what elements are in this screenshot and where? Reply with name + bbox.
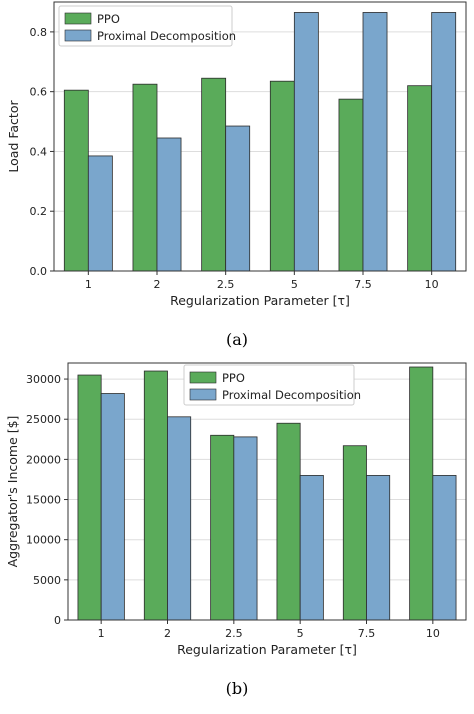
x-axis-label: Regularization Parameter [τ] — [177, 642, 357, 657]
x-axis-label: Regularization Parameter [τ] — [170, 293, 350, 308]
bar-proximal — [156, 137, 182, 272]
legend-swatch-ppo — [64, 12, 92, 25]
bar-ppo — [77, 374, 102, 621]
legend-swatch-ppo — [189, 371, 217, 384]
plot-frame — [53, 1, 467, 272]
y-tick-label: 0.8 — [30, 26, 48, 39]
y-tick-label: 15000 — [26, 494, 61, 507]
bar-ppo — [210, 434, 235, 621]
x-tick-label: 5 — [291, 278, 298, 291]
legend-label-proximal: Proximal Decomposition — [97, 29, 236, 43]
x-tick-label: 2.5 — [225, 627, 243, 640]
plot-frame — [67, 362, 467, 621]
legend-label-proximal: Proximal Decomposition — [222, 388, 361, 402]
y-tick-label: 25000 — [26, 413, 61, 426]
legend-box — [183, 364, 355, 406]
legend-label-ppo: PPO — [97, 12, 120, 26]
plot-area — [54, 2, 466, 271]
bar-ppo — [201, 77, 227, 272]
bar-proximal — [299, 475, 324, 621]
x-tick-label: 2.5 — [217, 278, 235, 291]
y-tick-label: 0 — [54, 614, 61, 627]
legend-label-ppo: PPO — [222, 371, 245, 385]
bar-ppo — [409, 366, 434, 621]
bar-proximal — [167, 416, 192, 621]
y-tick-label: 0.2 — [30, 205, 48, 218]
bar-proximal — [225, 125, 251, 272]
plot-area — [68, 363, 466, 620]
bar-proximal — [233, 436, 258, 621]
y-tick-label: 30000 — [26, 373, 61, 386]
bar-ppo — [342, 445, 367, 621]
bar-proximal — [87, 155, 113, 272]
bar-proximal — [293, 12, 319, 272]
legend-box — [58, 5, 233, 47]
x-tick-label: 1 — [98, 627, 105, 640]
bar-proximal — [362, 12, 388, 272]
bar-ppo — [132, 83, 158, 272]
y-axis-label: Aggregator's Income [$] — [5, 416, 20, 568]
y-tick-label: 20000 — [26, 453, 61, 466]
caption-a: (a) — [225, 330, 249, 349]
bar-ppo — [276, 422, 301, 621]
x-tick-label: 7.5 — [358, 627, 376, 640]
y-tick-label: 0.6 — [30, 86, 48, 99]
x-tick-label: 10 — [425, 278, 439, 291]
bar-ppo — [338, 98, 364, 272]
x-tick-label: 2 — [164, 627, 171, 640]
y-tick-label: 0.0 — [30, 265, 48, 278]
x-tick-label: 1 — [85, 278, 92, 291]
chart-a: 0.0 0.2 0.4 0.6 0.8 1 2 2.5 5 7.5 10 Regularization… — [6, 1, 467, 308]
y-axis-label: Load Factor — [6, 100, 21, 173]
chart-b: 0 5000 10000 15000 20000 25000 30000 1 2 2.5 5 7.5 1… — [5, 362, 467, 657]
bar-ppo — [407, 85, 433, 272]
bar-proximal — [432, 475, 457, 621]
x-tick-label: 5 — [297, 627, 304, 640]
bar-ppo — [143, 370, 168, 621]
legend-swatch-proximal — [64, 29, 92, 42]
x-tick-label: 2 — [154, 278, 161, 291]
x-tick-label: 7.5 — [354, 278, 372, 291]
y-tick-label: 10000 — [26, 534, 61, 547]
legend-swatch-proximal — [189, 388, 217, 401]
legend: PPO Proximal Decomposition — [183, 364, 361, 406]
bar-proximal — [431, 12, 457, 272]
bar-proximal — [366, 475, 391, 621]
bar-ppo — [269, 80, 295, 272]
caption-b: (b) — [225, 679, 249, 698]
bar-proximal — [100, 393, 125, 621]
bar-ppo — [63, 89, 89, 272]
legend: PPO Proximal Decomposition — [58, 5, 236, 47]
x-tick-label: 10 — [426, 627, 440, 640]
y-tick-label: 0.4 — [30, 145, 48, 158]
y-tick-label: 5000 — [33, 574, 61, 587]
